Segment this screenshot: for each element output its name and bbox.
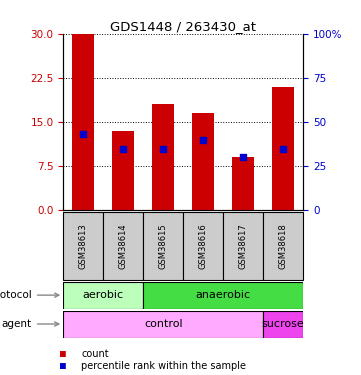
Bar (263, 212, 303, 280)
Point (200, 137, 206, 143)
Bar (103, 212, 143, 280)
Bar (192, 113, 214, 210)
Point (80, 131, 86, 137)
Text: agent: agent (2, 319, 59, 329)
Bar (272, 87, 294, 210)
Text: GSM38616: GSM38616 (199, 223, 208, 269)
Text: GSM38613: GSM38613 (79, 223, 88, 269)
Text: ■: ■ (60, 350, 65, 359)
Point (120, 146, 126, 152)
Text: control: control (144, 319, 183, 329)
Title: GDS1448 / 263430_at: GDS1448 / 263430_at (110, 20, 256, 33)
Text: GSM38618: GSM38618 (279, 223, 288, 269)
Bar (143, 212, 183, 280)
Text: GSM38614: GSM38614 (119, 223, 128, 269)
Point (280, 146, 286, 152)
Text: sucrose: sucrose (262, 319, 305, 329)
Point (240, 154, 246, 160)
Bar (63, 282, 143, 309)
Bar (152, 104, 174, 210)
Point (160, 146, 166, 152)
Text: anaerobic: anaerobic (196, 290, 251, 300)
Text: protocol: protocol (0, 290, 59, 300)
Bar (143, 282, 303, 309)
Bar (232, 158, 254, 210)
Bar (223, 212, 263, 280)
Text: GSM38617: GSM38617 (239, 223, 248, 269)
Text: ■: ■ (60, 361, 65, 370)
Bar (183, 212, 223, 280)
Text: percentile rank within the sample: percentile rank within the sample (81, 361, 246, 370)
Text: count: count (81, 350, 109, 359)
Text: GSM38615: GSM38615 (159, 223, 168, 269)
Text: aerobic: aerobic (83, 290, 124, 300)
Bar (63, 310, 263, 338)
Bar (112, 131, 134, 210)
Bar (72, 34, 94, 210)
Bar (63, 212, 103, 280)
Bar (263, 310, 303, 338)
